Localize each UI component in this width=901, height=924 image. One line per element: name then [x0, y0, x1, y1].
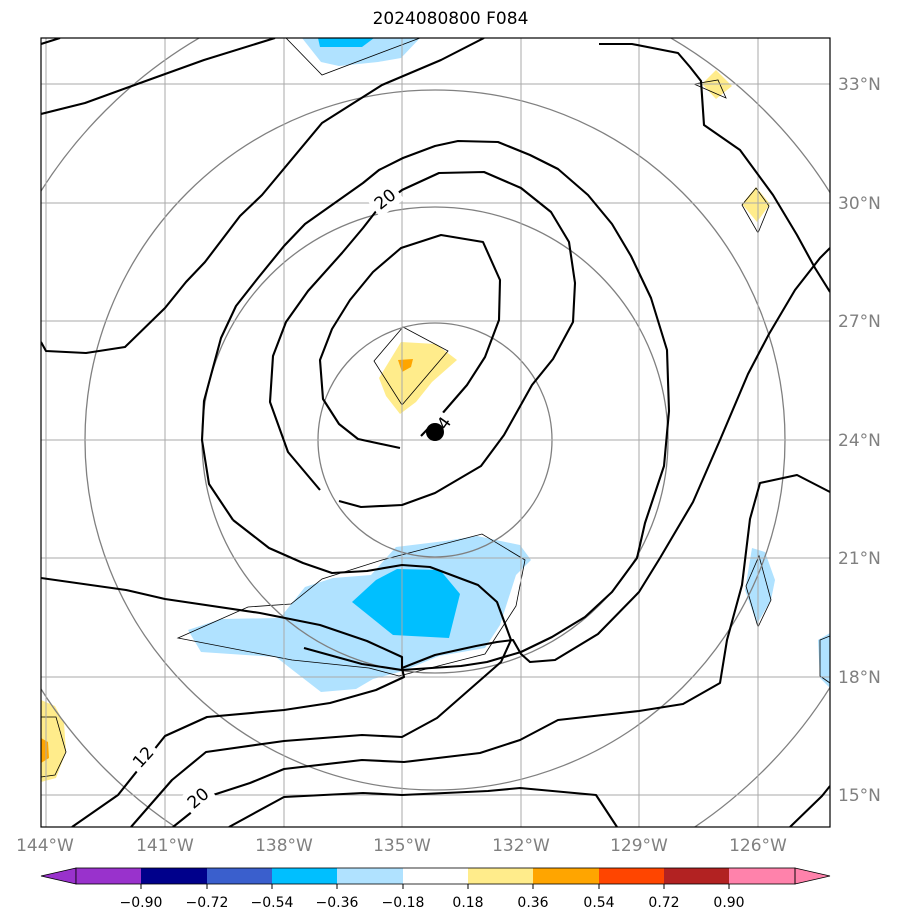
lon-label-129w: 129°W — [610, 836, 668, 856]
lon-label-138w: 138°W — [255, 836, 313, 856]
lat-label-21n: 21°N — [838, 549, 881, 569]
colorbar-bin-3 — [207, 868, 272, 884]
negative-fill-south-core — [352, 569, 460, 638]
map-frame — [40, 37, 831, 828]
lat-label-33n: 33°N — [838, 75, 881, 95]
colorbar-tick-6: 0.18 — [452, 895, 483, 911]
colorbar-bin-2 — [141, 868, 207, 884]
gridlines — [41, 38, 830, 827]
lat-label-30n: 30°N — [838, 194, 881, 214]
lon-label-144w: 144°W — [16, 836, 74, 856]
colorbar-frame — [75, 867, 796, 885]
map-title: 2024080800 F084 — [372, 9, 529, 29]
colorbar-bin-7 — [468, 868, 533, 884]
positive-fill-sw — [41, 700, 66, 782]
colorbar-bin-10 — [664, 868, 729, 884]
colorbar-bin-9 — [599, 868, 664, 884]
colorbar-tick-8: 0.54 — [583, 895, 614, 911]
lon-label-126w: 126°W — [729, 836, 787, 856]
positive-fill-sw-core — [41, 738, 49, 763]
negative-fill-edge — [818, 633, 830, 688]
lon-label-135w: 135°W — [373, 836, 431, 856]
lat-labels: 33°N 30°N 27°N 24°N 21°N 18°N 15°N — [838, 75, 881, 806]
lon-labels: 144°W 141°W 138°W 135°W 132°W 129°W 126°… — [16, 836, 787, 856]
colorbar-bin-1 — [76, 868, 141, 884]
colorbar-bin-5 — [337, 868, 403, 884]
negative-fill-north-core — [318, 38, 374, 47]
lon-label-141w: 141°W — [136, 836, 194, 856]
positive-fill-region — [379, 342, 457, 414]
colorbar-tick-1: −0.90 — [120, 895, 163, 911]
positive-fill-e — [742, 187, 770, 222]
colorbar-tick-9: 0.72 — [648, 895, 679, 911]
colorbar-bin-4 — [272, 868, 337, 884]
colorbar-extend-high — [794, 867, 831, 885]
lat-label-15n: 15°N — [838, 786, 881, 806]
lat-label-27n: 27°N — [838, 312, 881, 332]
lat-label-24n: 24°N — [838, 431, 881, 451]
thin-contours — [41, 38, 830, 778]
colorbar-bin-8 — [533, 868, 599, 884]
negative-fill-east — [745, 548, 775, 624]
colorbar-extend-low — [40, 867, 77, 885]
colorbar-tick-4: −0.36 — [316, 895, 359, 911]
storm-center-marker — [426, 423, 444, 441]
contour-label-12-bg — [124, 737, 162, 777]
colorbar-tick-2: −0.72 — [186, 895, 229, 911]
colorbar-tick-10: 0.90 — [713, 895, 744, 911]
colorbar-bin-6 — [403, 868, 468, 884]
lon-label-132w: 132°W — [492, 836, 550, 856]
contour-label-4-bg — [430, 410, 458, 436]
height-contours — [41, 38, 830, 827]
colorbar-tick-7: 0.36 — [517, 895, 548, 911]
colorbar-bin-11 — [729, 868, 795, 884]
contour-label-20-bg — [365, 180, 405, 218]
colorbar-tick-5: −0.18 — [382, 895, 425, 911]
colorbar-tick-3: −0.54 — [251, 895, 294, 911]
contour-label-20-south-bg — [178, 779, 218, 817]
colorbar: −0.90 −0.72 −0.54 −0.36 −0.18 0.18 0.36 … — [40, 867, 831, 911]
lat-label-18n: 18°N — [838, 668, 881, 688]
